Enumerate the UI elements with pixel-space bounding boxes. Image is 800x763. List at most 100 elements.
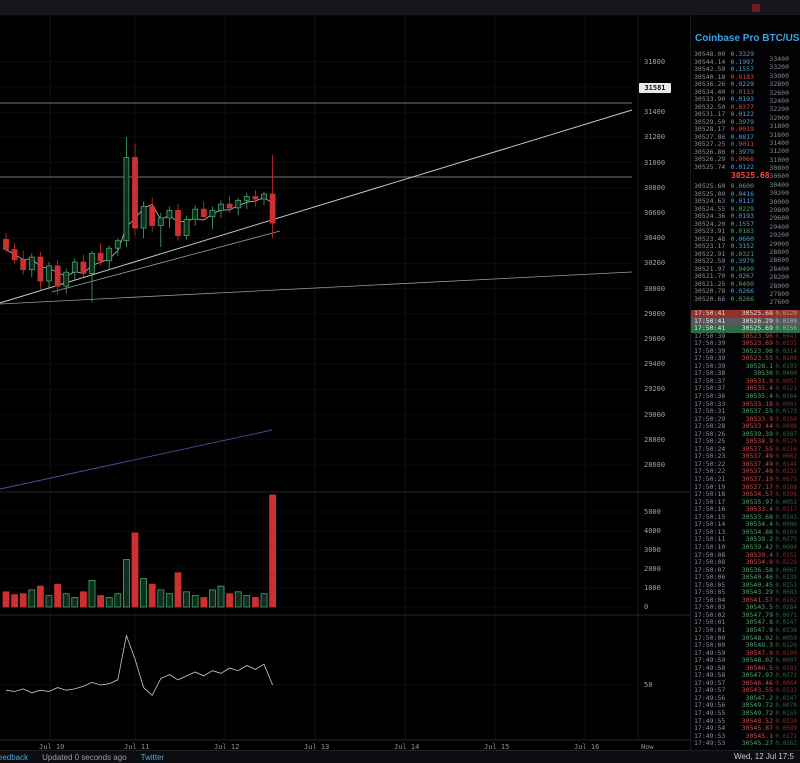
candle-body xyxy=(226,203,233,209)
orderbook-row-ask[interactable]: 30542.50 0.1557 xyxy=(694,65,754,74)
trade-row: 17:50:36 30535.4 0.0264 xyxy=(691,392,800,401)
orderbook-row-ask[interactable]: 30527.25 0.0011 xyxy=(694,140,754,149)
trade-amount: 0.0126 xyxy=(775,642,797,650)
ladder-price-label: 32200 xyxy=(769,105,789,114)
orderbook-row-ask[interactable]: 30528.17 0.0019 xyxy=(694,125,754,134)
order-size: 0.0122 xyxy=(730,162,754,171)
candle-body xyxy=(261,193,267,200)
candle-body xyxy=(209,210,216,218)
trade-amount: 0.0078 xyxy=(775,702,797,710)
trade-row: 17:50:18 30534.57 0.0296 xyxy=(691,491,800,499)
trade-row: 17:50:39 30528.1 0.0193 xyxy=(691,362,800,371)
order-price: 30523.48 xyxy=(694,234,726,243)
alert-icon[interactable] xyxy=(752,4,760,12)
orderbook-row-ask[interactable]: 30531.17 0.0122 xyxy=(694,110,754,119)
trade-time: 17:50:18 xyxy=(694,490,726,499)
orderbook-row-ask[interactable]: 30527.86 0.0817 xyxy=(694,132,754,142)
trade-row: 17:49:58 30547.97 0.0272 xyxy=(691,672,800,680)
orderbook-row-bid[interactable]: 30522.50 0.3979 xyxy=(694,257,754,266)
orderbook-row-bid[interactable]: 30523.48 0.0600 xyxy=(694,234,754,244)
volume-bar xyxy=(165,593,173,608)
trade-amount: 0.0162 xyxy=(775,596,797,604)
trade-price: 30535.4 xyxy=(745,392,773,401)
orderbook-row-bid[interactable]: 30524.20 0.1557 xyxy=(694,220,754,229)
orderbook-row-bid[interactable]: 30521.97 0.0490 xyxy=(694,264,754,274)
orderbook-row-bid[interactable]: 30523.17 0.3152 xyxy=(694,242,754,251)
trade-time: 17:49:57 xyxy=(694,686,726,695)
orderbook-row-bid[interactable]: 30525.00 0.0416 xyxy=(694,190,754,199)
ladder-price-label: 29000 xyxy=(769,239,789,248)
order-price: 30533.90 xyxy=(694,95,726,103)
orderbook-row-bid[interactable]: 30520.78 0.0266 xyxy=(694,287,754,296)
twitter-link[interactable]: Twitter xyxy=(140,752,165,762)
candle-body xyxy=(218,203,224,211)
candle-body xyxy=(37,256,44,282)
trade-time: 17:50:33 xyxy=(694,399,726,408)
volume-bar xyxy=(131,532,139,608)
trade-amount: 0.0228 xyxy=(775,559,797,567)
trade-time: 17:50:36 xyxy=(694,392,726,401)
candle-body xyxy=(183,218,190,237)
trade-amount: 0.0121 xyxy=(775,385,797,393)
orderbook-row-bid[interactable]: 30524.55 0.0229 xyxy=(694,204,754,214)
orderbook-row-ask[interactable]: 30526.86 0.3979 xyxy=(694,148,754,157)
trade-time: 17:49:56 xyxy=(694,701,726,710)
orderbook-row-bid[interactable]: 30520.66 0.0266 xyxy=(694,295,754,304)
orderbook-price-ladder: 33400 33200 33000 32800 32600 32400 32200 32000… xyxy=(769,55,789,307)
trade-price: 30546.5 xyxy=(745,663,773,672)
order-price: 30520.78 xyxy=(694,287,726,295)
trendline xyxy=(0,271,633,305)
orderbook-row-bid[interactable]: 30525.60 0.0600 xyxy=(694,182,754,191)
candle-body xyxy=(140,206,147,229)
trendline xyxy=(51,230,281,293)
trade-amount: 0.0041 xyxy=(775,332,797,340)
orderbook-row-bid[interactable]: 30524.36 0.0193 xyxy=(694,212,754,221)
trade-price: 30543.5 xyxy=(745,603,773,612)
orderbook-row-ask[interactable]: 30529.50 0.3979 xyxy=(694,118,754,127)
trade-amount: 0.0089 xyxy=(775,725,797,733)
trade-amount: 0.0183 xyxy=(775,664,797,672)
ladder-price-label: 31600 xyxy=(769,130,789,139)
market-title[interactable]: Coinbase Pro BTC/USD xyxy=(695,33,800,44)
order-price: 30522.50 xyxy=(694,257,726,265)
orderbook-row-bid[interactable]: 30521.70 0.0267 xyxy=(694,272,754,281)
orderbook-row-bid[interactable]: 30522.91 0.0321 xyxy=(694,250,754,259)
orderbook-row-ask[interactable]: 30533.90 0.0193 xyxy=(694,95,754,104)
trade-price: 30547.2 xyxy=(745,693,773,702)
candle-body xyxy=(243,196,250,201)
orderbook-row-ask[interactable]: 30526.29 0.0066 xyxy=(694,155,754,164)
order-price: 30527.86 xyxy=(694,132,726,141)
orderbook-row-ask[interactable]: 30525.74 0.0122 xyxy=(694,162,754,172)
trade-time: 17:50:17 xyxy=(694,497,726,506)
trade-row: 17:50:05 30543.29 0.0083 xyxy=(691,589,800,597)
trade-row: 17:50:08 30534.9 0.0228 xyxy=(691,559,800,567)
ladder-price-label: 30800 xyxy=(769,164,789,173)
feedback-link[interactable]: Feedback xyxy=(0,752,29,762)
orderbook-row-ask[interactable]: 30540.18 0.0183 xyxy=(694,73,754,82)
orderbook-row-ask[interactable]: 30534.40 0.0133 xyxy=(694,88,754,97)
orderbook-row-bid[interactable]: 30524.63 0.0113 xyxy=(694,197,754,206)
trade-row: 17:50:21 30537.19 0.0075 xyxy=(691,475,800,484)
orderbook-row-ask[interactable]: 30532.50 0.0377 xyxy=(694,102,754,112)
price-chart-canvas[interactable]: 3180031600314003120031000308003060030400… xyxy=(0,0,690,762)
trade-row: 17:49:55 30548.52 0.0230 xyxy=(691,717,800,726)
orderbook-row-ask[interactable]: 30536.26 0.0229 xyxy=(694,80,754,89)
order-price: 30532.50 xyxy=(694,102,726,111)
orderbook-row-ask[interactable]: 30544.14 0.1997 xyxy=(694,58,754,67)
candle-body xyxy=(200,208,207,218)
trade-row: 17:50:03 30543.5 0.0284 xyxy=(691,604,800,612)
orderbook-row-ask[interactable]: 30548.00 0.3329 xyxy=(694,50,754,59)
trade-amount: 0.0260 xyxy=(775,415,797,423)
trade-row: 17:50:28 30533.44 0.0048 xyxy=(691,423,800,431)
trade-amount: 0.0100 xyxy=(775,317,797,325)
order-size: 0.0600 xyxy=(730,182,754,190)
trade-price: 30547.8 xyxy=(745,618,773,627)
order-price: 30524.55 xyxy=(694,204,726,213)
volume-bar xyxy=(140,578,148,608)
trade-amount: 0.0262 xyxy=(775,740,797,748)
ladder-price-label: 32800 xyxy=(769,80,789,89)
order-price: 30521.97 xyxy=(694,264,726,273)
orderbook-row-bid[interactable]: 30523.91 0.0183 xyxy=(694,227,754,236)
orderbook-row-bid[interactable]: 30521.25 0.0490 xyxy=(694,280,754,289)
trade-time: 17:50:24 xyxy=(694,444,726,453)
